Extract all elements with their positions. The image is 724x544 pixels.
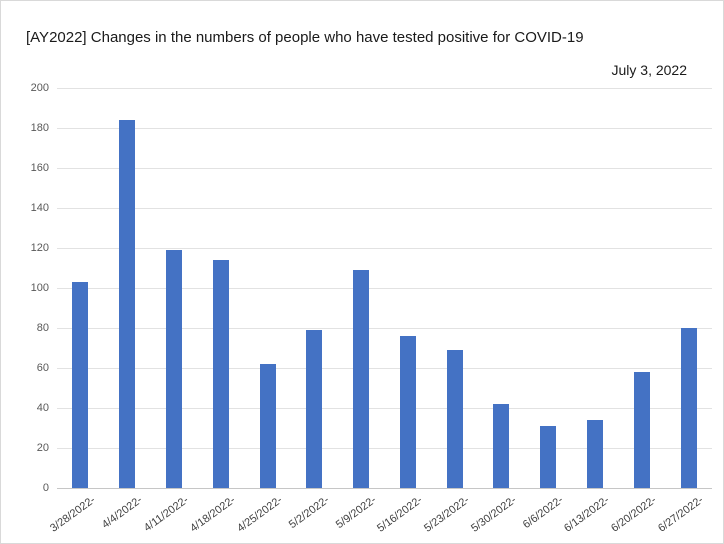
bar-4-25-2022 <box>259 364 276 488</box>
bar-5-30-2022 <box>493 404 510 488</box>
x-tick-label: 5/9/2022- <box>333 494 379 532</box>
y-tick-label: 100 <box>30 282 49 294</box>
x-tick-slot: 4/11/2022- <box>142 490 198 542</box>
x-tick-slot: 4/4/2022- <box>100 490 151 542</box>
x-tick-label: 6/6/2022- <box>520 494 566 532</box>
chart-date-label: July 3, 2022 <box>611 62 688 78</box>
gridline <box>57 328 712 329</box>
x-tick-slot: 4/25/2022- <box>235 490 291 542</box>
x-tick-slot: 5/2/2022- <box>287 490 338 542</box>
x-tick-label: 3/28/2022- <box>47 494 98 535</box>
bar-5-9-2022 <box>353 270 370 488</box>
gridline <box>57 128 712 129</box>
y-tick-label: 140 <box>30 202 49 214</box>
bar-6-20-2022 <box>633 372 650 488</box>
bar-5-2-2022 <box>306 330 323 488</box>
gridline <box>57 288 712 289</box>
bar-3-28-2022 <box>72 282 89 488</box>
x-tick-slot: 6/6/2022- <box>521 490 572 542</box>
gridline <box>57 248 712 249</box>
bar-6-6-2022 <box>540 426 557 488</box>
gridline <box>57 208 712 209</box>
y-tick-label: 120 <box>30 242 49 254</box>
gridline <box>57 88 712 89</box>
x-tick-slot: 5/30/2022- <box>469 490 525 542</box>
bar-4-18-2022 <box>212 260 229 488</box>
y-tick-label: 80 <box>36 322 49 334</box>
gridline <box>57 448 712 449</box>
chart-title: [AY2022] Changes in the numbers of peopl… <box>26 29 584 46</box>
x-tick-slot: 5/9/2022- <box>333 490 385 542</box>
bar-5-16-2022 <box>399 336 416 488</box>
x-tick-label: 5/2/2022- <box>286 494 332 532</box>
x-tick-slot: 6/20/2022- <box>609 490 665 542</box>
gridline <box>57 368 712 369</box>
x-tick-slot: 6/13/2022- <box>562 490 619 542</box>
x-tick-slot: 5/16/2022- <box>375 490 431 542</box>
x-axis-tick-labels: 3/28/2022- 4/4/2022- 4/11/2022- 4/18/2022- 4… <box>48 490 712 542</box>
bar-series <box>57 88 712 488</box>
gridline <box>57 408 712 409</box>
y-tick-label: 0 <box>42 482 49 494</box>
x-tick-label: 4/4/2022- <box>99 494 145 532</box>
plot-area <box>57 88 712 489</box>
y-tick-label: 180 <box>30 122 49 134</box>
y-tick-label: 160 <box>30 162 49 174</box>
x-tick-slot: 5/23/2022- <box>422 490 478 542</box>
y-tick-label: 200 <box>30 82 49 94</box>
bar-5-23-2022 <box>446 350 463 488</box>
x-axis-line <box>57 488 712 489</box>
gridline <box>57 168 712 169</box>
bar-6-27-2022 <box>680 328 697 488</box>
x-tick-slot: 3/28/2022- <box>48 490 104 542</box>
bar-4-11-2022 <box>165 250 182 488</box>
bar-6-13-2022 <box>586 420 603 488</box>
x-tick-slot: 6/27/2022- <box>656 490 712 542</box>
y-tick-label: 60 <box>36 362 49 374</box>
bar-4-4-2022 <box>119 120 136 488</box>
y-tick-label: 40 <box>36 402 49 414</box>
y-tick-label: 20 <box>36 442 49 454</box>
x-tick-slot: 4/18/2022- <box>188 490 244 542</box>
